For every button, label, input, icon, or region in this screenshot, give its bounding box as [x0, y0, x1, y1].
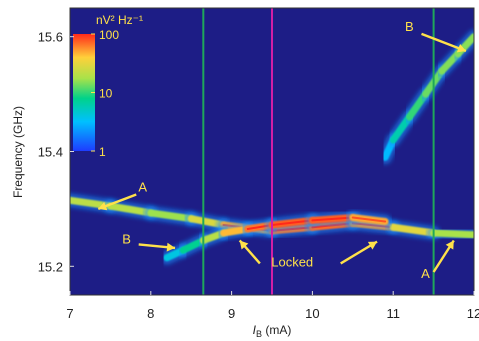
x-axis-label-unit: (mA)	[262, 323, 291, 337]
annotation-arrow-head	[456, 43, 466, 53]
x-tick-label: 11	[386, 306, 400, 321]
band-b-low	[159, 210, 393, 265]
spectral-bands	[70, 29, 474, 265]
annotation-locked: Locked	[238, 239, 378, 269]
annotation-arrow-head	[239, 240, 249, 250]
x-tick-label: 7	[66, 306, 73, 321]
y-axis-label: Frequency (GHz)	[11, 106, 25, 198]
annotation-arrow-head	[166, 242, 176, 252]
annotation-label: A	[138, 180, 147, 195]
y-axis: 15.2 15.4 15.6	[38, 30, 74, 274]
x-axis: 7 8 9 10 11 12	[66, 291, 479, 321]
y-tick-label: 15.6	[38, 30, 63, 45]
annotation-label: Locked	[271, 254, 313, 269]
annotation-a: A	[421, 239, 455, 281]
x-tick-label: 10	[305, 306, 319, 321]
annotation-label: B	[405, 19, 414, 34]
x-tick-label: 12	[467, 306, 479, 321]
colorbar-title: nV² Hz⁻¹	[96, 13, 143, 27]
y-tick-label: 15.4	[38, 145, 63, 160]
annotation-b: B	[122, 231, 176, 252]
colorbar: nV² Hz⁻¹ 100 10 1	[73, 13, 143, 159]
annotation-arrow-head	[445, 240, 454, 250]
annotation-a: A	[97, 180, 147, 211]
x-axis-label: IB (mA)	[253, 323, 292, 339]
annotation-b: B	[405, 19, 467, 53]
band-core-segment	[430, 229, 474, 239]
x-axis-label-main: I	[253, 323, 257, 337]
colorbar-tick-label: 100	[99, 28, 119, 42]
band-peak-segment	[351, 216, 387, 223]
annotations: A A B B Locked	[97, 19, 467, 281]
colorbar-tick-label: 1	[99, 145, 106, 159]
vertical-markers	[202, 8, 435, 295]
annotation-arrow-head	[98, 201, 108, 211]
colorbar-gradient	[73, 34, 95, 151]
annotation-label: A	[421, 266, 430, 281]
x-axis-label-sub: B	[256, 329, 262, 339]
annotation-arrow-head	[367, 241, 378, 250]
y-tick-label: 15.2	[38, 259, 63, 274]
colorbar-tick-label: 10	[99, 87, 113, 101]
annotation-label: B	[122, 231, 131, 246]
x-tick-label: 8	[147, 306, 154, 321]
x-tick-label: 9	[228, 306, 235, 321]
